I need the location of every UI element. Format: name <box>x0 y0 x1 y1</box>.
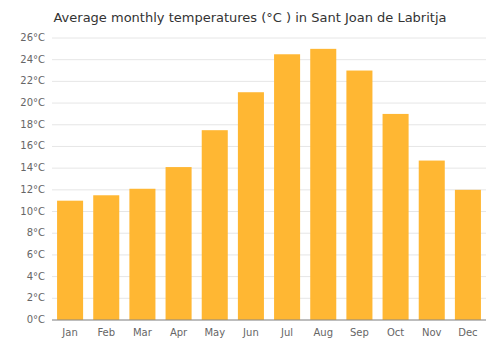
y-tick-label: 24°C <box>20 54 45 65</box>
grid-line <box>52 38 486 39</box>
bar <box>455 190 481 320</box>
y-tick-label: 10°C <box>20 206 45 217</box>
bar <box>93 195 119 320</box>
y-tick-label: 26°C <box>20 32 45 43</box>
grid-line <box>52 59 486 60</box>
y-tick-label: 2°C <box>27 292 45 303</box>
bar <box>129 189 155 320</box>
bar <box>57 201 83 320</box>
chart: Average monthly temperatures (°C ) in Sa… <box>0 0 500 350</box>
bar <box>310 49 336 320</box>
grid-line <box>52 81 486 82</box>
x-tick-label: May <box>204 327 225 338</box>
y-tick-label: 4°C <box>27 271 45 282</box>
x-tick-label: Jun <box>242 327 259 338</box>
y-tick-label: 16°C <box>20 140 45 151</box>
x-tick-label: Jan <box>61 327 77 338</box>
y-tick-label: 22°C <box>20 75 45 86</box>
grid-line <box>52 103 486 104</box>
y-tick-label: 12°C <box>20 184 45 195</box>
bar <box>166 167 192 320</box>
bar <box>419 161 445 320</box>
bar <box>383 114 409 320</box>
x-tick-label: Feb <box>97 327 115 338</box>
y-tick-label: 6°C <box>27 249 45 260</box>
x-tick-label: Dec <box>458 327 477 338</box>
bar <box>202 130 228 320</box>
x-tick-label: Aug <box>313 327 333 338</box>
x-tick-label: Oct <box>387 327 404 338</box>
x-axis-line <box>52 320 486 321</box>
x-tick-label: Mar <box>133 327 153 338</box>
x-tick-label: Jul <box>280 327 293 338</box>
x-axis: Jan Feb Mar Apr May Jun Jul Aug Sep Oct Nov Dec <box>52 320 486 338</box>
grid-line <box>52 320 486 321</box>
grid-line <box>52 124 486 125</box>
title: Average monthly temperatures (°C ) in Sa… <box>53 10 446 25</box>
y-tick-label: 8°C <box>27 227 45 238</box>
bar <box>274 54 300 320</box>
y-axis: 0°C 2°C 4°C 6°C 8°C 10°C 12°C 14°C 16°C 18°C 20°C 2… <box>20 32 486 325</box>
bar <box>238 92 264 320</box>
grid-line <box>52 146 486 147</box>
page: {"chart_data": {"type": "bar", "title": … <box>0 0 500 350</box>
x-tick-label: Sep <box>350 327 369 338</box>
y-tick-label: 20°C <box>20 97 45 108</box>
y-tick-label: 14°C <box>20 162 45 173</box>
x-tick-label: Apr <box>170 327 188 338</box>
y-tick-label: 0°C <box>27 314 45 325</box>
y-tick-label: 18°C <box>20 119 45 130</box>
x-tick-label: Nov <box>422 327 442 338</box>
bar <box>346 71 372 320</box>
